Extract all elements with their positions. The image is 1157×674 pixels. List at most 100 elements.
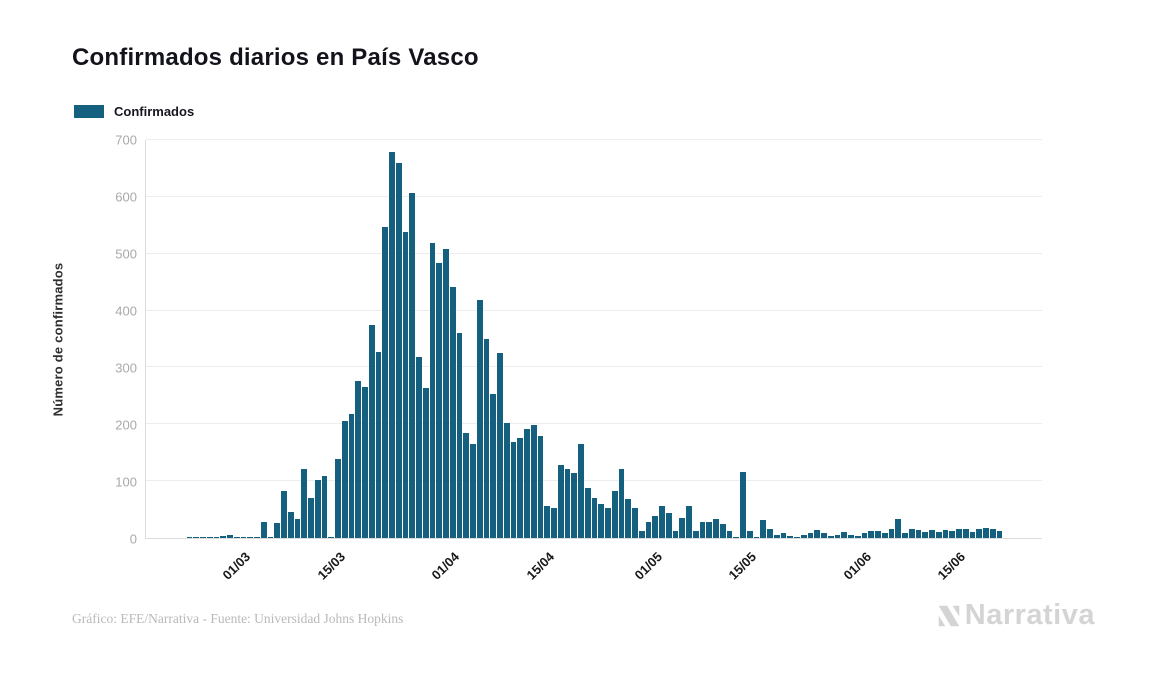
bar	[611, 491, 618, 538]
bar	[679, 518, 685, 538]
credit-text: Gráfico: EFE/Narrativa - Fuente: Univers…	[72, 611, 404, 626]
bar	[551, 507, 557, 538]
bar	[321, 476, 328, 538]
bar	[348, 414, 355, 538]
bar	[942, 530, 949, 538]
bar	[605, 507, 611, 538]
bar	[618, 468, 625, 538]
legend: Confirmados	[74, 104, 194, 119]
bar	[341, 420, 348, 538]
x-tick-label: 15/03	[314, 549, 348, 583]
bar	[213, 536, 220, 538]
x-tick-label: 01/03	[219, 549, 254, 583]
legend-label: Confirmados	[114, 104, 195, 119]
bar	[287, 511, 294, 538]
plot-area	[145, 139, 1042, 539]
bar	[456, 332, 463, 538]
bar	[773, 534, 780, 538]
bar	[841, 531, 847, 538]
bar	[753, 536, 760, 538]
narrativa-logo-icon	[935, 602, 965, 630]
bar	[200, 537, 206, 538]
bar	[915, 530, 922, 538]
bar	[821, 533, 827, 538]
bar	[672, 531, 679, 538]
bar	[902, 533, 908, 538]
bar	[794, 537, 800, 538]
bar	[888, 529, 895, 538]
y-tick-label: 500	[115, 246, 137, 262]
bar	[868, 531, 874, 538]
y-axis-tick-labels: 0 100 200 300 400 500 600 700	[58, 133, 137, 547]
bar	[571, 472, 577, 538]
bar	[368, 324, 375, 538]
bar	[247, 537, 253, 538]
bar	[625, 499, 631, 538]
bar	[814, 530, 820, 538]
gridline	[146, 195, 1042, 197]
bar	[402, 231, 409, 538]
bar	[463, 432, 469, 538]
bar	[476, 299, 483, 538]
bar	[335, 458, 341, 538]
gridline	[146, 366, 1042, 368]
bar	[989, 529, 996, 538]
y-tick-label: 700	[115, 132, 137, 148]
bar	[510, 442, 517, 538]
bar	[726, 530, 733, 538]
bar	[537, 436, 544, 538]
bar	[503, 422, 510, 538]
bar	[895, 518, 901, 538]
bar	[220, 535, 226, 538]
bar	[969, 531, 976, 538]
bar	[733, 536, 739, 538]
bar	[233, 536, 240, 538]
bar	[800, 535, 807, 538]
page-title: Confirmados diarios en País Vasco	[72, 44, 479, 71]
bar	[996, 530, 1003, 538]
x-tick-label: 01/04	[428, 549, 463, 583]
x-tick-label: 01/06	[840, 549, 874, 583]
bar	[787, 535, 793, 538]
bar	[382, 227, 388, 538]
bar	[375, 352, 382, 538]
x-tick-label: 15/04	[523, 549, 557, 583]
bar	[186, 537, 193, 538]
gridline	[146, 309, 1042, 311]
x-tick-label: 15/05	[725, 549, 760, 583]
legend-swatch	[74, 105, 104, 118]
bar	[692, 530, 699, 538]
bar	[254, 536, 260, 538]
bar	[780, 532, 787, 538]
bar	[240, 537, 247, 538]
bar	[699, 521, 706, 538]
bar	[422, 388, 429, 538]
bar	[861, 532, 868, 538]
bar	[719, 523, 726, 538]
narrativa-logo: Narrativa	[935, 599, 1095, 632]
bar	[956, 529, 962, 538]
bar	[530, 425, 537, 538]
bar	[490, 394, 496, 538]
x-tick-label: 15/06	[934, 549, 969, 583]
gridline	[146, 139, 1042, 140]
y-tick-label: 600	[115, 189, 137, 205]
bar	[557, 464, 564, 538]
bars	[146, 140, 1042, 538]
bar	[436, 262, 442, 538]
bar	[632, 507, 638, 538]
bar	[584, 487, 591, 538]
bar	[544, 505, 550, 538]
bar	[881, 533, 888, 538]
gridline	[146, 423, 1042, 425]
bar	[416, 357, 422, 538]
bar	[935, 531, 942, 538]
bar	[429, 243, 436, 538]
bar	[645, 521, 652, 538]
y-tick-label: 100	[115, 474, 137, 490]
bar	[929, 530, 935, 538]
bar	[962, 529, 969, 538]
bar	[517, 437, 523, 538]
bar	[848, 534, 854, 538]
bar	[314, 480, 321, 538]
